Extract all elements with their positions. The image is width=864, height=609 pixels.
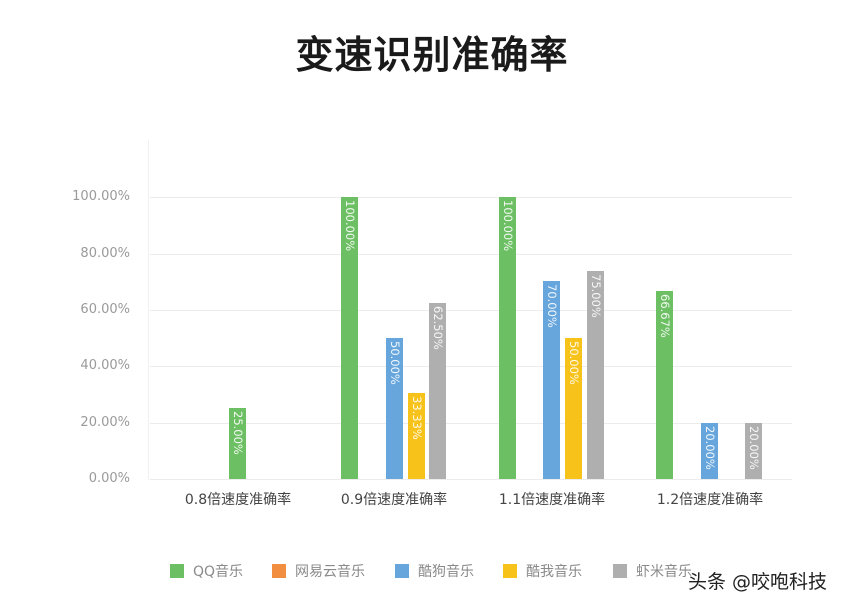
y-tick: 40.00% [80,358,130,373]
y-tick: 100.00% [72,189,130,204]
gridline-60 [150,310,792,311]
chart-title: 变速识别准确率 [295,33,569,77]
bar-kugou-1.2: 20.00% [701,423,718,479]
bar-qq-0.9: 100.00% [341,197,358,479]
gridline-100 [150,197,792,198]
legend-item-xiami[interactable]: 虾米音乐 [613,561,692,581]
bar-qq-0.8: 25.00% [229,408,246,479]
gridline-80 [150,254,792,255]
chart-legend: QQ音乐 网易云音乐 酷狗音乐 酷我音乐 虾米音乐 [0,561,864,581]
gridline-0 [150,479,792,480]
legend-item-netease[interactable]: 网易云音乐 [272,561,365,581]
legend-label: 网易云音乐 [295,564,365,580]
legend-label: QQ音乐 [193,564,244,580]
gridline-40 [150,366,792,367]
y-tick: 0.00% [88,471,130,486]
legend-swatch [395,564,409,578]
bar-value-label: 33.33% [409,396,424,440]
bar-value-label: 75.00% [588,274,603,318]
legend-label: 虾米音乐 [636,564,692,580]
bar-qq-1.1: 100.00% [499,197,516,479]
bar-value-label: 100.00% [500,200,515,252]
gridline-20 [150,423,792,424]
legend-swatch [613,564,627,578]
bar-kugou-1.1: 70.00% [543,281,560,479]
legend-label: 酷狗音乐 [418,564,474,580]
bar-xiami-0.9: 62.50% [429,303,446,479]
legend-label: 酷我音乐 [526,564,582,580]
y-tick: 20.00% [80,415,130,430]
legend-item-kuwo[interactable]: 酷我音乐 [503,561,582,581]
x-category-label: 0.9倍速度准确率 [340,492,448,508]
x-category-label: 0.8倍速度准确率 [184,492,292,508]
bar-value-label: 50.00% [387,341,402,385]
legend-item-qq[interactable]: QQ音乐 [170,561,243,581]
legend-item-kugou[interactable]: 酷狗音乐 [395,561,474,581]
y-tick: 80.00% [80,246,130,261]
bar-xiami-1.1: 75.00% [587,271,604,479]
bar-kuwo-0.9: 33.33% [408,393,425,479]
y-axis-line [148,140,149,480]
bar-kuwo-1.1: 50.00% [565,338,582,479]
bar-value-label: 100.00% [342,200,357,252]
bar-value-label: 20.00% [702,426,717,470]
legend-swatch [503,564,517,578]
x-category-label: 1.1倍速度准确率 [498,492,606,508]
legend-swatch [272,564,286,578]
watermark: 头条 @咬咆科技 [688,571,828,593]
bar-value-label: 66.67% [657,294,672,338]
bar-value-label: 25.00% [230,411,245,455]
bar-xiami-1.2: 20.00% [745,423,762,479]
legend-swatch [170,564,184,578]
x-category-label: 1.2倍速度准确率 [656,492,764,508]
bar-value-label: 20.00% [746,426,761,470]
bar-value-label: 70.00% [544,284,559,328]
bar-kugou-0.9: 50.00% [386,338,403,479]
bar-value-label: 50.00% [566,341,581,385]
bar-value-label: 62.50% [430,306,445,350]
bar-qq-1.2: 66.67% [656,291,673,479]
y-tick: 60.00% [80,302,130,317]
